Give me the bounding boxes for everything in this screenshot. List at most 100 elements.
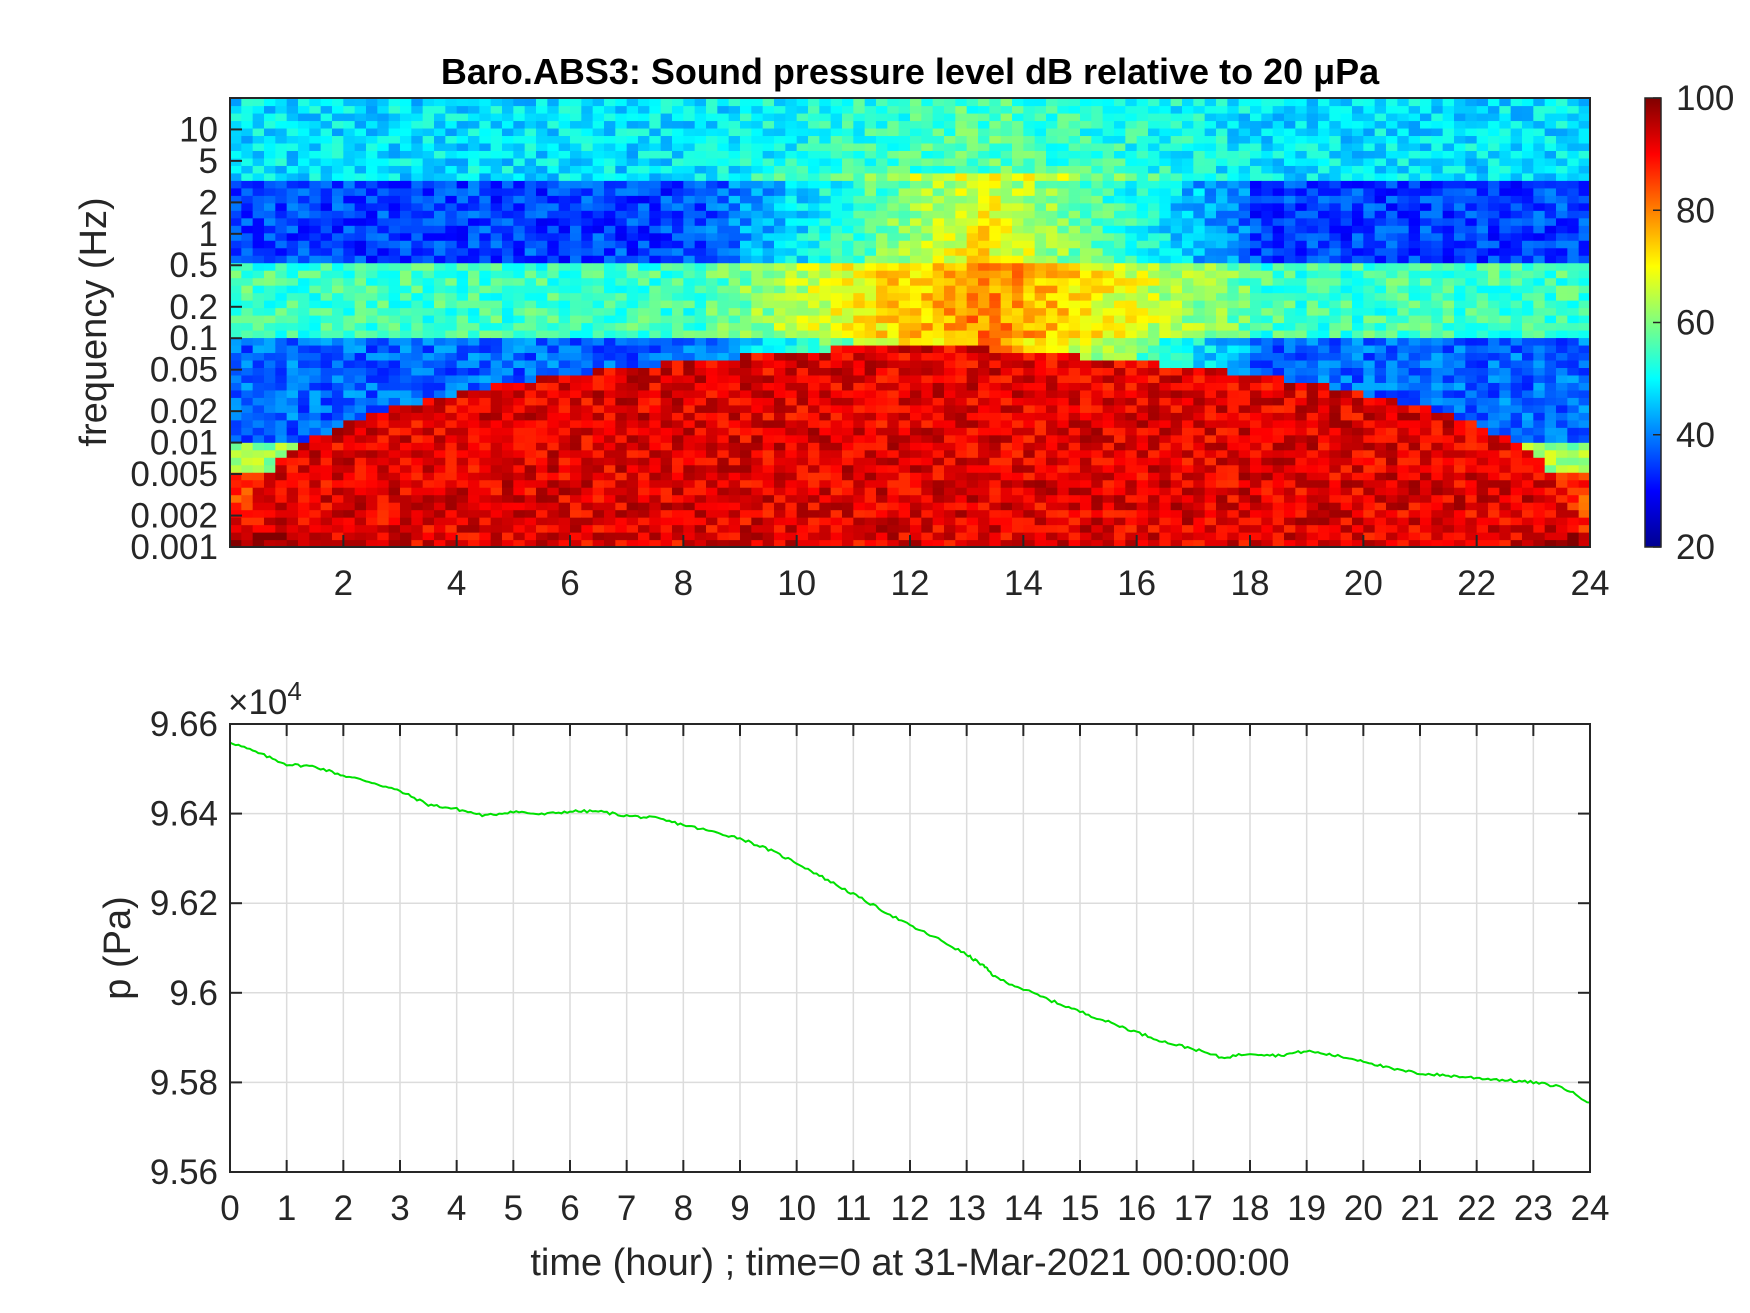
heatmap-cell bbox=[774, 479, 786, 488]
heatmap-cell bbox=[1102, 262, 1115, 271]
heatmap-cell bbox=[1046, 389, 1058, 398]
heatmap-cell bbox=[649, 352, 662, 361]
heatmap-cell bbox=[921, 457, 934, 466]
heatmap-cell bbox=[649, 509, 662, 518]
heatmap-cell bbox=[411, 464, 424, 473]
heatmap-cell bbox=[898, 210, 911, 219]
heatmap-cell bbox=[751, 255, 764, 264]
heatmap-cell bbox=[876, 142, 888, 151]
heatmap-cell bbox=[411, 165, 424, 174]
heatmap-cell bbox=[1080, 434, 1092, 443]
heatmap-cell bbox=[762, 374, 775, 383]
heatmap-cell bbox=[876, 127, 888, 137]
heatmap-cell bbox=[547, 352, 560, 361]
heatmap-cell bbox=[774, 472, 786, 481]
heatmap-cell bbox=[1068, 292, 1081, 301]
heatmap-cell bbox=[581, 487, 594, 496]
heatmap-cell bbox=[672, 337, 684, 346]
heatmap-cell bbox=[751, 112, 764, 122]
heatmap-cell bbox=[876, 285, 888, 294]
heatmap-cell bbox=[1136, 352, 1149, 361]
heatmap-cell bbox=[842, 509, 854, 518]
heatmap-cell bbox=[434, 449, 446, 458]
heatmap-cell bbox=[740, 120, 752, 129]
heatmap-cell bbox=[400, 165, 412, 174]
heatmap-cell bbox=[241, 352, 254, 361]
heatmap-cell bbox=[490, 240, 503, 249]
heatmap-cell bbox=[377, 285, 390, 294]
heatmap-cell bbox=[513, 187, 526, 196]
heatmap-cell bbox=[1023, 202, 1036, 211]
heatmap-cell bbox=[411, 285, 424, 294]
heatmap-cell bbox=[910, 142, 922, 151]
heatmap-cell bbox=[241, 479, 254, 488]
heatmap-cell bbox=[332, 509, 344, 518]
heatmap-cell bbox=[706, 240, 718, 249]
heatmap-cell bbox=[978, 509, 990, 518]
heatmap-cell bbox=[1080, 367, 1092, 376]
heatmap-cell bbox=[1136, 434, 1149, 443]
heatmap-cell bbox=[785, 494, 798, 503]
heatmap-cell bbox=[513, 195, 526, 204]
heatmap-cell bbox=[275, 472, 288, 481]
heatmap-cell bbox=[468, 367, 480, 376]
heatmap-cell bbox=[615, 464, 628, 473]
heatmap-cell bbox=[490, 232, 503, 241]
heatmap-cell bbox=[955, 449, 968, 458]
heatmap-cell bbox=[638, 262, 650, 271]
heatmap-cell bbox=[808, 135, 820, 144]
heatmap-cell bbox=[354, 412, 367, 421]
heatmap-cell bbox=[740, 142, 752, 151]
heatmap-cell bbox=[910, 427, 922, 436]
heatmap-cell bbox=[1159, 225, 1172, 234]
heatmap-cell bbox=[536, 502, 548, 511]
heatmap-cell bbox=[751, 457, 764, 466]
heatmap-cell bbox=[1159, 98, 1172, 107]
heatmap-cell bbox=[309, 397, 322, 406]
heatmap-cell bbox=[524, 382, 537, 391]
heatmap-cell bbox=[660, 195, 673, 204]
heatmap-cell bbox=[887, 374, 900, 383]
heatmap-cell bbox=[558, 487, 571, 496]
heatmap-cell bbox=[252, 165, 265, 174]
heatmap-cell bbox=[422, 165, 435, 174]
heatmap-cell bbox=[1046, 142, 1058, 151]
heatmap-cell bbox=[955, 195, 968, 204]
heatmap-cell bbox=[490, 292, 503, 301]
heatmap-cell bbox=[275, 300, 288, 309]
heatmap-cell bbox=[411, 150, 424, 159]
heatmap-cell bbox=[592, 419, 605, 428]
heatmap-cell bbox=[694, 539, 707, 547]
heatmap-cell bbox=[558, 494, 571, 503]
heatmap-cell bbox=[830, 157, 843, 166]
heatmap-cell bbox=[717, 202, 730, 211]
heatmap-cell bbox=[932, 210, 945, 219]
heatmap-cell bbox=[547, 195, 560, 204]
heatmap-cell bbox=[298, 315, 310, 324]
heatmap-cell bbox=[615, 419, 628, 428]
heatmap-cell bbox=[1125, 262, 1138, 271]
heatmap-cell bbox=[286, 359, 299, 368]
heatmap-cell bbox=[366, 442, 378, 451]
heatmap-cell bbox=[649, 127, 662, 137]
heatmap-cell bbox=[1091, 532, 1104, 541]
heatmap-cell bbox=[762, 120, 775, 129]
heatmap-cell bbox=[740, 225, 752, 234]
heatmap-cell bbox=[581, 142, 594, 151]
heatmap-cell bbox=[1102, 112, 1115, 122]
heatmap-cell bbox=[332, 532, 344, 541]
heatmap-cell bbox=[1023, 509, 1036, 518]
heatmap-cell bbox=[785, 202, 798, 211]
heatmap-cell bbox=[1159, 307, 1172, 316]
heatmap-cell bbox=[706, 112, 718, 122]
heatmap-cell bbox=[354, 464, 367, 473]
heatmap-cell bbox=[796, 255, 809, 264]
heatmap-cell bbox=[626, 382, 639, 391]
heatmap-cell bbox=[1159, 359, 1172, 368]
heatmap-cell bbox=[989, 397, 1002, 406]
heatmap-cell bbox=[411, 127, 424, 137]
heatmap-cell bbox=[819, 315, 832, 324]
heatmap-cell bbox=[524, 509, 537, 518]
heatmap-cell bbox=[1034, 307, 1047, 316]
heatmap-cell bbox=[808, 532, 820, 541]
